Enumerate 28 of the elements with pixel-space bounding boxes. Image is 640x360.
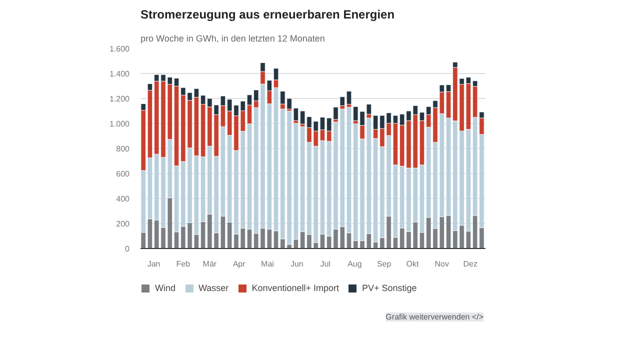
x-tick-label: Mär	[202, 260, 217, 268]
legend-label: Konventionell+ Import	[252, 283, 339, 293]
x-tick-label: Okt	[406, 260, 420, 268]
x-tick-label: Aug	[348, 260, 362, 268]
x-tick-label: Apr	[232, 260, 246, 268]
x-tick-label: Sep	[376, 260, 392, 268]
chart-title: Stromerzeugung aus erneuerbaren Energien	[140, 8, 395, 22]
x-tick-label: Feb	[176, 260, 191, 268]
legend-label: Wasser	[198, 283, 229, 293]
chart-subtitle: pro Woche in GWh, in den letzten 12 Monaten	[140, 34, 325, 44]
y-tick-label: 200	[116, 220, 130, 228]
x-tick-label: Jan	[147, 260, 160, 268]
y-tick-label: 1.400	[109, 70, 130, 78]
legend-label: PV+ Sonstige	[362, 283, 417, 293]
text: Grafik weiterverwenden </>	[386, 312, 484, 322]
y-tick-label: 400	[116, 194, 130, 204]
y-tick-label: 800	[116, 144, 130, 154]
x-tick-label: Mai	[261, 260, 274, 268]
x-tick-label: Nov	[434, 260, 450, 268]
legend-label: Wind	[155, 283, 176, 293]
y-tick-label: 0	[125, 244, 130, 254]
y-tick-label: 1.600	[109, 44, 130, 54]
x-tick-label: Dez	[463, 260, 478, 268]
y-tick-label: 1.000	[109, 120, 130, 128]
y-tick-label: 1.200	[109, 94, 130, 104]
x-tick-label: Jun	[290, 260, 304, 268]
y-tick-label: 600	[116, 170, 130, 178]
x-tick-label: Jul	[320, 260, 331, 268]
